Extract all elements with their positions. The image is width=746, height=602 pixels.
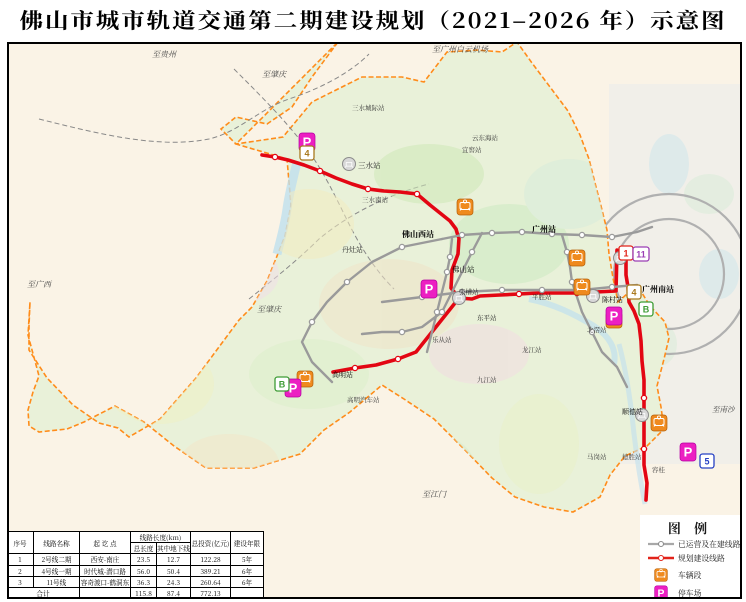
svg-text:马岗站: 马岗站	[587, 452, 607, 461]
svg-text:张槽站: 张槽站	[459, 287, 479, 296]
svg-text:北滘站: 北滘站	[587, 325, 607, 334]
svg-text:乐从站: 乐从站	[432, 335, 452, 344]
svg-text:陈村站: 陈村站	[602, 295, 623, 305]
svg-text:九江站: 九江站	[477, 375, 497, 384]
svg-text:佛山西站: 佛山西站	[402, 229, 434, 240]
svg-text:云东海站: 云东海站	[472, 133, 499, 142]
svg-text:丹灶站: 丹灶站	[342, 245, 363, 255]
svg-text:高明汽车站: 高明汽车站	[347, 395, 380, 404]
svg-text:广州站: 广州站	[532, 224, 556, 235]
svg-text:至贵州: 至贵州	[152, 49, 177, 60]
svg-text:龙江站: 龙江站	[522, 345, 542, 354]
svg-text:规划建设线路: 规划建设线路	[678, 553, 725, 564]
svg-text:至江门: 至江门	[422, 489, 447, 500]
svg-text:平胜站: 平胜站	[532, 292, 552, 301]
svg-text:宜窖站: 宜窖站	[462, 145, 482, 154]
svg-text:三水站: 三水站	[358, 160, 381, 171]
svg-text:至肇庆: 至肇庆	[262, 69, 288, 80]
svg-text:至南沙: 至南沙	[712, 404, 736, 415]
svg-text:顺德站: 顺德站	[622, 407, 643, 417]
svg-text:图 例: 图 例	[668, 518, 712, 537]
svg-text:广州南站: 广州南站	[642, 284, 674, 295]
svg-text:三水城际站: 三水城际站	[352, 103, 385, 112]
svg-text:东平站: 东平站	[477, 313, 497, 322]
svg-text:三水南站: 三水南站	[362, 195, 389, 204]
svg-text:至广西: 至广西	[27, 279, 53, 290]
svg-text:至肇庆: 至肇庆	[257, 304, 283, 315]
svg-text:高明站: 高明站	[332, 370, 353, 380]
svg-text:德胜站: 德胜站	[622, 452, 642, 461]
svg-text:车辆段: 车辆段	[678, 570, 702, 581]
svg-text:佛山站: 佛山站	[452, 264, 475, 275]
svg-text:已运营及在建线路: 已运营及在建线路	[678, 539, 740, 550]
svg-text:至广州白云机场: 至广州白云机场	[432, 44, 489, 55]
svg-text:容桂: 容桂	[652, 465, 666, 474]
svg-text:停车场: 停车场	[678, 588, 702, 599]
